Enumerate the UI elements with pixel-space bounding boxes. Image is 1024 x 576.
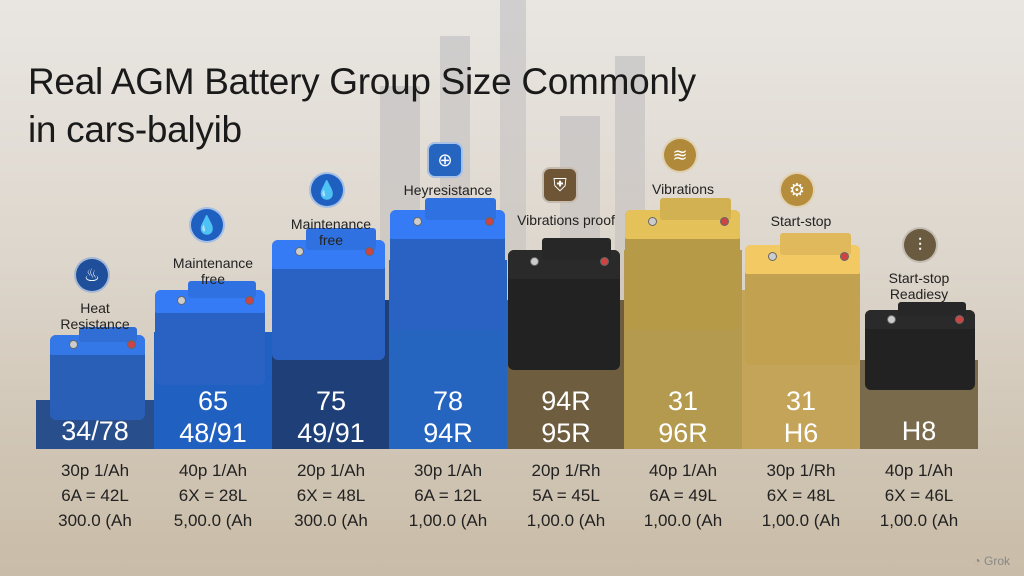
group-size-code: 94R	[541, 386, 591, 416]
gear-icon: ⚙	[779, 172, 815, 208]
group-size-code: 75	[315, 386, 347, 416]
spec-line: 1,00.0 (Ah	[643, 511, 723, 530]
spec-line: 1,00.0 (Ah	[879, 511, 959, 530]
sliders-icon: ⫶	[902, 227, 938, 263]
droplet-icon: 💧	[189, 207, 225, 243]
spec-line: 5A = 45L	[532, 486, 600, 505]
vibration-icon: ≋	[662, 137, 698, 173]
spec-line: 6X = 46L	[884, 486, 954, 505]
spec-line: 6X = 48L	[296, 486, 366, 505]
spec-line: 300.0 (Ah	[294, 511, 368, 530]
group-size-code: 65	[197, 386, 229, 416]
droplet-icon: 💧	[309, 172, 345, 208]
battery-specs: 40p 1/Ah 6A = 49L 1,00.0 (Ah	[624, 458, 742, 533]
battery-image	[745, 233, 860, 365]
battery-image	[272, 228, 385, 360]
page-title: Real AGM Battery Group Size Commonly in c…	[28, 61, 696, 150]
grok-watermark: ◔ Grok	[973, 554, 1010, 568]
spec-line: 1,00.0 (Ah	[408, 511, 488, 530]
spec-line: 40p 1/Ah	[178, 461, 248, 480]
spec-line: 20p 1/Ah	[296, 461, 366, 480]
feature-label: Vibrations proof	[517, 212, 615, 228]
spec-line: 6X = 48L	[766, 486, 836, 505]
spec-line: 1,00.0 (Ah	[761, 511, 841, 530]
shield-icon: ⛨	[542, 167, 578, 203]
group-size-code: 31	[667, 386, 699, 416]
spec-line: 20p 1/Rh	[531, 461, 601, 480]
spec-line: 6A = 42L	[61, 486, 129, 505]
flame-icon: ♨	[74, 257, 110, 293]
feature-label: Start-stop	[770, 213, 832, 229]
feature-label: Heat Resistance	[60, 300, 130, 332]
spec-line: 30p 1/Rh	[766, 461, 836, 480]
feature-label: Vibrations	[651, 181, 714, 197]
battery-image	[625, 198, 740, 330]
spec-line: 40p 1/Ah	[884, 461, 954, 480]
feature-label: Maintenance free	[172, 255, 254, 287]
feature-label: Heyresistance	[403, 182, 493, 198]
spec-line: 40p 1/Ah	[648, 461, 718, 480]
spec-line: 6A = 49L	[649, 486, 717, 505]
spec-line: 30p 1/Ah	[60, 461, 130, 480]
group-size-code: 95R	[541, 418, 591, 448]
spec-line: 300.0 (Ah	[58, 511, 132, 530]
group-size-code: 34/78	[61, 416, 129, 446]
feature-label: Start-stop Readiesy	[888, 270, 950, 302]
group-size-code: 49/91	[297, 418, 365, 448]
group-size-code: 31	[785, 386, 817, 416]
feature-label: Maintenance free	[290, 216, 372, 248]
group-size-code: 78	[432, 386, 464, 416]
battery-specs: 40p 1/Ah 6X = 28L 5,00.0 (Ah	[154, 458, 272, 533]
spec-line: 6X = 28L	[178, 486, 248, 505]
group-size-code: H6	[783, 418, 819, 448]
battery-specs: 30p 1/Ah 6A = 42L 300.0 (Ah	[36, 458, 154, 533]
battery-image	[50, 326, 145, 420]
battery-image	[865, 302, 975, 390]
battery-image	[508, 238, 620, 370]
battery-specs: 40p 1/Ah 6X = 46L 1,00.0 (Ah	[860, 458, 978, 533]
battery-specs: 30p 1/Rh 6X = 48L 1,00.0 (Ah	[742, 458, 860, 533]
group-size-code: 96R	[658, 418, 708, 448]
group-size-code: 94R	[423, 418, 473, 448]
spec-line: 5,00.0 (Ah	[173, 511, 253, 530]
battery-specs: 20p 1/Rh 5A = 45L 1,00.0 (Ah	[507, 458, 625, 533]
plug-icon: ⊕	[427, 142, 463, 178]
battery-image	[390, 198, 505, 330]
spec-line: 1,00.0 (Ah	[526, 511, 606, 530]
group-size-code: 48/91	[179, 418, 247, 448]
battery-specs: 30p 1/Ah 6A = 12L 1,00.0 (Ah	[389, 458, 507, 533]
spec-line: 6A = 12L	[414, 486, 482, 505]
battery-specs: 20p 1/Ah 6X = 48L 300.0 (Ah	[272, 458, 390, 533]
battery-image	[155, 280, 265, 385]
spec-line: 30p 1/Ah	[413, 461, 483, 480]
group-size-code: H8	[901, 416, 937, 446]
